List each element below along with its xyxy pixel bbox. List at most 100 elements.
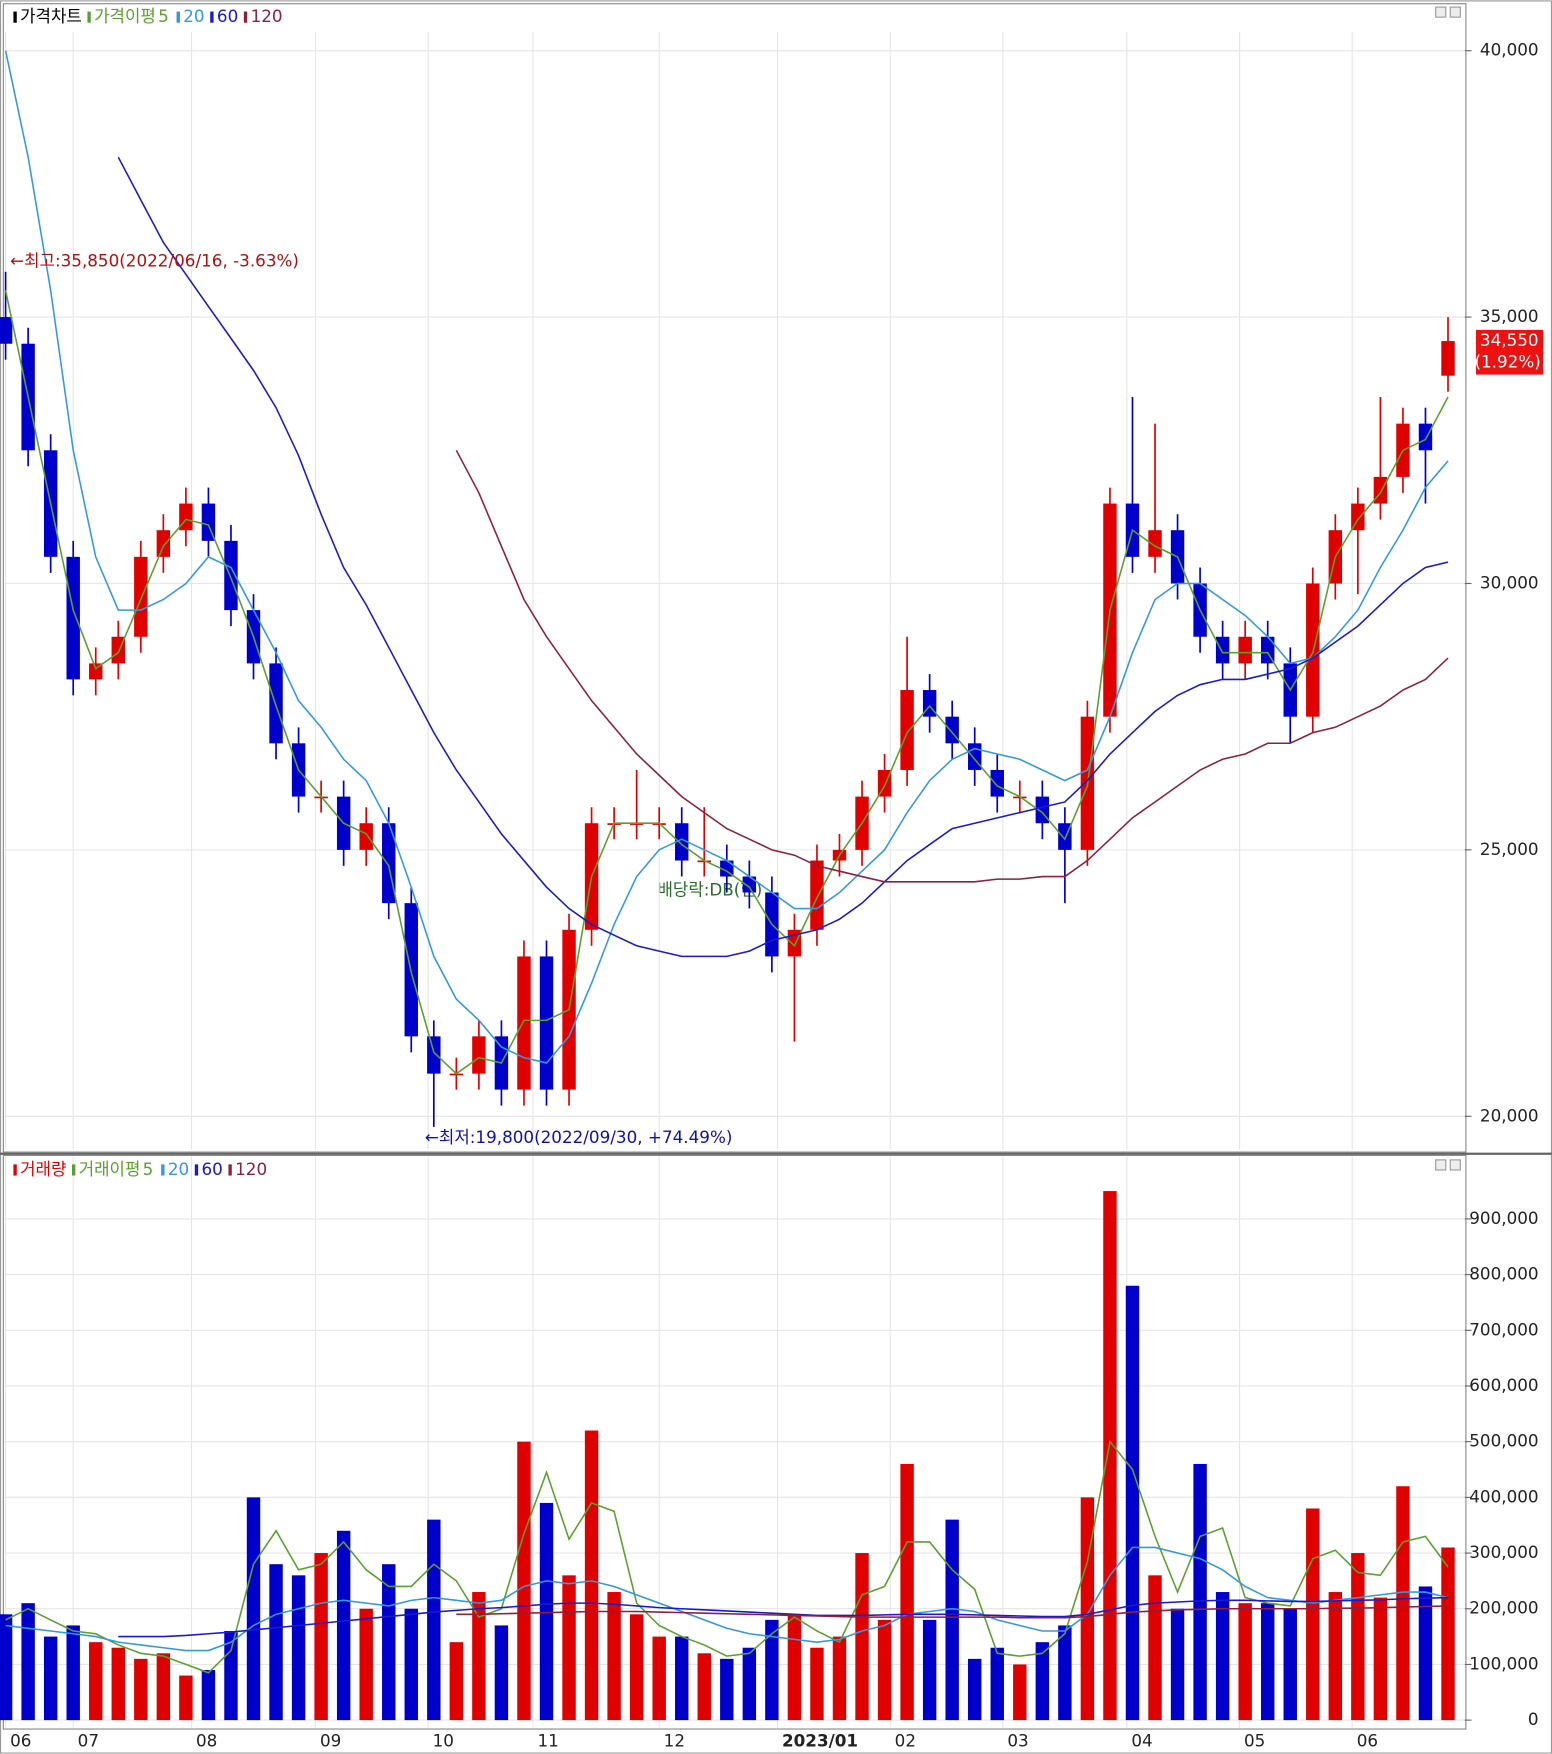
- volume-bar: [584, 1430, 599, 1721]
- ma-line: [118, 1596, 1449, 1638]
- legend-label: 120: [251, 6, 283, 26]
- volume-bar: [1215, 1592, 1230, 1721]
- minimize-button[interactable]: [1435, 1159, 1447, 1171]
- y-tick-label: 35,000: [1480, 306, 1539, 326]
- volume-bar: [89, 1642, 103, 1721]
- candle-body: [269, 663, 283, 744]
- legend-swatch: [71, 1164, 76, 1176]
- volume-bar: [832, 1636, 847, 1721]
- legend-swatch: [243, 11, 248, 23]
- ma-line: [117, 156, 1449, 958]
- volume-bar: [1125, 1285, 1140, 1721]
- x-tick-label: 08: [196, 1730, 217, 1750]
- close-button[interactable]: [1449, 6, 1461, 18]
- volume-bar: [787, 1614, 802, 1721]
- candle-body: [1148, 530, 1162, 557]
- volume-bar: [877, 1619, 892, 1721]
- x-tick-label: 02: [895, 1730, 916, 1750]
- y-tick-label: 20,000: [1480, 1105, 1539, 1125]
- volume-bar: [697, 1653, 711, 1721]
- volume-bar: [427, 1519, 441, 1721]
- volume-bar: [0, 1614, 13, 1721]
- y-tick-label: 800,000: [1469, 1264, 1538, 1284]
- volume-bar: [1283, 1608, 1297, 1721]
- volume-bar: [900, 1463, 914, 1721]
- y-tick-label: 40,000: [1480, 40, 1539, 60]
- candle-body: [359, 823, 373, 850]
- volume-bar: [945, 1519, 959, 1721]
- legend-label: 거래이평: [79, 1159, 141, 1179]
- ma-line: [5, 1439, 1449, 1674]
- volume-bar: [629, 1614, 644, 1721]
- x-tick-label: 06: [1357, 1730, 1378, 1750]
- high-annotation: ←최고:35,850(2022/06/16, -3.63%): [10, 251, 299, 271]
- window-buttons[interactable]: [1435, 6, 1461, 1171]
- volume-bar: [404, 1608, 418, 1721]
- candle-body: [427, 1036, 441, 1074]
- candle-body: [1351, 503, 1365, 531]
- x-tick-label: 06: [10, 1730, 31, 1750]
- volume-bar: [1328, 1592, 1343, 1721]
- legend-label: 60: [201, 1159, 222, 1179]
- volume-bar: [291, 1575, 306, 1721]
- candle-body: [156, 530, 171, 557]
- candle-body: [0, 317, 13, 344]
- volume-bar: [43, 1636, 58, 1721]
- volume-bar: [1170, 1608, 1185, 1721]
- candle-body: [517, 956, 531, 1090]
- volume-bar: [179, 1675, 193, 1721]
- volume-bar: [1441, 1547, 1455, 1721]
- legend-label: 60: [217, 6, 238, 26]
- volume-bar: [66, 1625, 80, 1721]
- volume-bar: [765, 1619, 779, 1721]
- candle-body: [675, 823, 689, 861]
- legend-label: 120: [235, 1159, 267, 1179]
- volume-bar: [336, 1530, 351, 1721]
- x-tick-label: 2023/01: [782, 1730, 858, 1750]
- legend-label: 20: [183, 6, 204, 26]
- volume-bar: [1193, 1463, 1207, 1721]
- volume-bar: [990, 1647, 1004, 1721]
- volume-bar: [922, 1619, 937, 1721]
- legend-swatch: [13, 11, 17, 23]
- y-tick-label: 600,000: [1469, 1375, 1538, 1395]
- volume-bar: [517, 1441, 531, 1721]
- volume-bar: [1306, 1508, 1320, 1721]
- volume-bar: [675, 1636, 689, 1721]
- legend-swatch: [87, 11, 91, 23]
- candle-body: [66, 556, 80, 680]
- volume-bar: [1351, 1553, 1365, 1721]
- x-tick-label: 03: [1007, 1730, 1028, 1750]
- minimize-button[interactable]: [1435, 6, 1447, 18]
- ma-line: [4, 290, 1449, 1075]
- volume-bar: [382, 1564, 396, 1721]
- volume-bar: [449, 1642, 464, 1721]
- low-annotation: ←최저:19,800(2022/09/30, +74.49%): [425, 1127, 733, 1147]
- y-tick-label: 100,000: [1469, 1653, 1538, 1673]
- volume-bar: [1103, 1191, 1117, 1721]
- candle-body: [224, 540, 238, 611]
- volume-bar: [1261, 1603, 1275, 1721]
- candle-body: [720, 860, 734, 877]
- legend-swatch: [228, 1164, 232, 1176]
- candle-body: [1418, 423, 1433, 451]
- volume-bar: [1373, 1597, 1388, 1721]
- legend-label: 5: [158, 6, 169, 26]
- close-button[interactable]: [1449, 1159, 1461, 1171]
- volume-bar: [562, 1575, 576, 1721]
- legend-label: 가격이평: [94, 6, 156, 26]
- current-price: 34,550: [1480, 330, 1539, 350]
- x-tick-label: 11: [537, 1730, 558, 1750]
- volume-bar: [314, 1553, 328, 1721]
- volume-bar: [652, 1636, 666, 1721]
- volume-bar: [21, 1603, 35, 1721]
- candle-body: [134, 556, 148, 637]
- candle-body: [89, 663, 103, 680]
- volume-bar: [1148, 1575, 1162, 1721]
- volume-bar: [1396, 1486, 1410, 1721]
- volume-bar: [201, 1669, 216, 1721]
- legend-label: 가격차트: [20, 6, 82, 26]
- y-tick-label: 700,000: [1469, 1319, 1538, 1339]
- volume-bar: [111, 1647, 125, 1721]
